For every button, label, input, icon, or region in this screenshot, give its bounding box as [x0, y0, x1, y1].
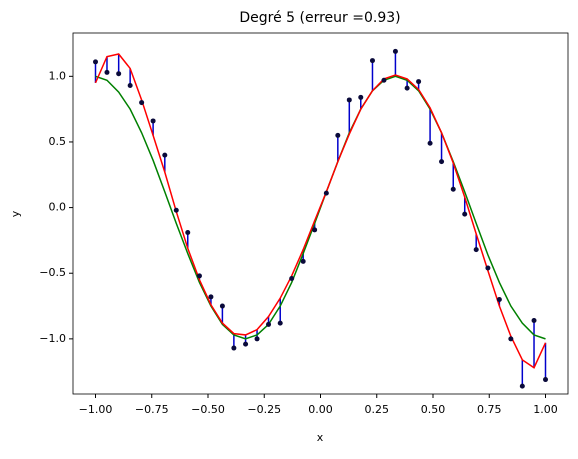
data-point: [289, 275, 295, 281]
data-point: [473, 247, 479, 253]
data-point: [427, 140, 433, 146]
x-tick-label: −0.50: [191, 403, 225, 416]
data-point: [519, 383, 525, 389]
data-point: [485, 265, 491, 271]
data-point: [104, 69, 110, 75]
data-point: [231, 345, 237, 351]
y-axis-label: y: [9, 210, 22, 217]
data-point: [462, 211, 468, 217]
data-point: [243, 341, 249, 347]
data-point: [335, 132, 341, 138]
data-point: [312, 227, 318, 233]
data-point: [531, 317, 537, 323]
x-tick-label: −0.75: [135, 403, 169, 416]
x-tick-label: 0.50: [421, 403, 446, 416]
y-tick-label: 0.5: [49, 135, 67, 148]
data-point: [381, 77, 387, 83]
data-point: [208, 294, 214, 300]
data-point: [139, 100, 145, 106]
data-point: [543, 377, 548, 383]
x-axis-label: x: [317, 431, 324, 444]
data-point: [508, 336, 514, 342]
data-point: [300, 258, 306, 264]
data-point: [162, 152, 168, 158]
chart-title: Degré 5 (erreur =0.93): [239, 10, 400, 26]
y-tick-label: −1.0: [39, 332, 66, 345]
data-point: [93, 59, 98, 65]
x-tick-label: 1.00: [533, 403, 558, 416]
y-tick-label: 1.0: [49, 69, 67, 82]
y-tick-label: 0.0: [49, 201, 67, 214]
data-point: [173, 207, 179, 213]
data-point: [323, 190, 329, 196]
y-tick-label: −0.5: [39, 266, 66, 279]
plot-frame: [72, 32, 569, 395]
x-tick-label: 0.00: [308, 403, 333, 416]
data-point: [496, 296, 502, 302]
data-point: [219, 303, 225, 309]
data-point: [196, 273, 202, 279]
x-tick-label: −0.25: [247, 403, 281, 416]
x-tick-label: 0.75: [477, 403, 502, 416]
data-point: [266, 321, 272, 327]
data-point: [450, 186, 456, 192]
data-point: [185, 230, 191, 236]
data-point: [277, 320, 283, 326]
fit-line: [94, 53, 547, 369]
data-point: [392, 48, 398, 54]
data-point: [127, 83, 133, 89]
data-point: [369, 58, 375, 64]
data-point: [150, 118, 156, 124]
data-point: [116, 71, 122, 77]
data-point: [404, 85, 410, 91]
data-point: [346, 97, 352, 103]
data-point: [358, 94, 364, 100]
x-tick-label: 0.25: [365, 403, 390, 416]
data-point: [254, 336, 260, 342]
data-point: [416, 79, 422, 85]
x-tick-label: −1.00: [79, 403, 113, 416]
data-point: [439, 159, 445, 165]
